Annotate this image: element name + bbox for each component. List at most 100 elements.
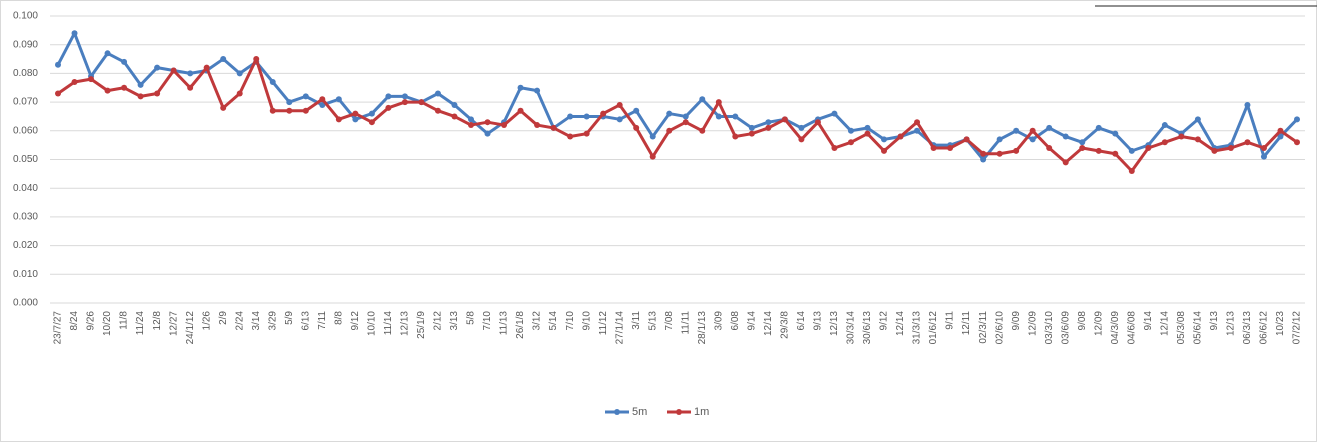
- data-point: [715, 99, 722, 106]
- x-tick-label: 05/3/08: [1176, 311, 1187, 345]
- data-point: [71, 30, 78, 37]
- x-tick-label: 5/9: [284, 311, 295, 325]
- data-point: [220, 56, 227, 63]
- data-point: [847, 127, 854, 134]
- x-tick-label: 8/8: [333, 311, 344, 325]
- x-tick-label: 3/13: [449, 311, 460, 331]
- data-point: [567, 133, 574, 140]
- data-point: [550, 124, 557, 131]
- data-point: [434, 90, 441, 97]
- data-point: [1062, 133, 1069, 140]
- y-tick-label: 0.090: [13, 39, 38, 50]
- data-point: [368, 119, 375, 126]
- data-point: [517, 84, 524, 91]
- data-point: [1128, 147, 1135, 154]
- data-point: [1046, 145, 1053, 152]
- x-tick-label: 6/14: [796, 311, 807, 331]
- data-point: [1211, 147, 1218, 154]
- data-point: [583, 113, 590, 120]
- data-point: [847, 139, 854, 146]
- x-tick-label: 7/11: [317, 311, 328, 330]
- data-point: [335, 96, 342, 103]
- data-point: [1145, 145, 1152, 152]
- x-tick-label: 10/10: [367, 311, 378, 336]
- x-tick-label: 04/6/08: [1126, 311, 1137, 345]
- data-point: [600, 110, 607, 117]
- data-point: [1244, 139, 1251, 146]
- data-point: [682, 113, 689, 120]
- y-tick-label: 0.020: [13, 240, 38, 251]
- x-tick-label: 12/13: [829, 311, 840, 336]
- data-point: [534, 87, 541, 94]
- x-tick-label: 12/09: [1027, 311, 1038, 336]
- y-tick-label: 0.050: [13, 154, 38, 165]
- data-point: [253, 56, 260, 63]
- data-point: [121, 84, 128, 91]
- x-tick-label: 5/8: [466, 311, 477, 325]
- data-point: [996, 136, 1003, 143]
- x-tick-label: 12/13: [400, 311, 411, 336]
- x-tick-label: 11/14: [383, 311, 394, 336]
- data-point: [1161, 139, 1168, 146]
- data-point: [1294, 139, 1300, 146]
- data-point: [864, 124, 871, 131]
- data-point: [1161, 122, 1168, 129]
- data-point: [71, 79, 78, 86]
- data-point: [633, 124, 640, 131]
- data-point: [220, 104, 227, 111]
- data-point: [468, 122, 474, 129]
- series-line: [57, 57, 1298, 173]
- x-tick-label: 9/13: [813, 311, 824, 331]
- x-tick-label: 31/3/13: [912, 311, 923, 345]
- data-point: [385, 104, 392, 111]
- data-point: [1112, 150, 1119, 157]
- x-tick-label: 9/12: [350, 311, 361, 331]
- data-point: [781, 116, 788, 123]
- data-point: [1013, 127, 1020, 134]
- data-point: [798, 136, 805, 143]
- x-tick-label: 04/3/09: [1110, 311, 1121, 345]
- x-tick-label: 9/14: [1143, 311, 1154, 331]
- data-point: [1112, 130, 1119, 137]
- data-point: [1095, 124, 1102, 131]
- data-point: [170, 67, 177, 74]
- data-point: [236, 70, 243, 77]
- data-point: [1062, 159, 1069, 166]
- data-point: [1294, 116, 1300, 123]
- data-point: [1227, 145, 1234, 152]
- data-point: [715, 113, 722, 120]
- data-point: [1178, 133, 1185, 140]
- y-tick-label: 0.040: [13, 183, 38, 194]
- data-point: [583, 130, 590, 137]
- data-point: [748, 124, 755, 131]
- data-point: [1244, 101, 1251, 108]
- data-point: [517, 107, 524, 114]
- x-tick-label: 30/6/13: [862, 311, 873, 345]
- data-point: [236, 90, 243, 97]
- y-tick-label: 0.030: [13, 212, 38, 223]
- x-tick-label: 6/13: [300, 311, 311, 331]
- data-point: [88, 76, 95, 83]
- x-tick-label: 01/6/12: [928, 311, 939, 345]
- x-tick-label: 6/08: [730, 311, 741, 331]
- x-tick-label: 27/1/14: [614, 311, 625, 345]
- data-point: [567, 113, 574, 120]
- data-point: [418, 99, 425, 106]
- data-point: [1260, 145, 1267, 152]
- x-tick-label: 7/08: [664, 311, 675, 331]
- data-point: [187, 84, 194, 91]
- data-point: [881, 136, 887, 143]
- data-point: [501, 122, 508, 129]
- x-tick-label: 07/2/12: [1292, 311, 1303, 345]
- x-tick-label: 9/14: [746, 311, 757, 331]
- x-tick-label: 12/27: [168, 311, 179, 336]
- x-tick-label: 10/23: [1275, 311, 1286, 336]
- data-point: [1128, 167, 1135, 174]
- data-point: [980, 156, 987, 163]
- data-point: [352, 116, 359, 123]
- data-point: [881, 147, 887, 154]
- x-tick-label: 9/08: [1077, 311, 1088, 331]
- x-tick-label: 9/11: [945, 311, 956, 330]
